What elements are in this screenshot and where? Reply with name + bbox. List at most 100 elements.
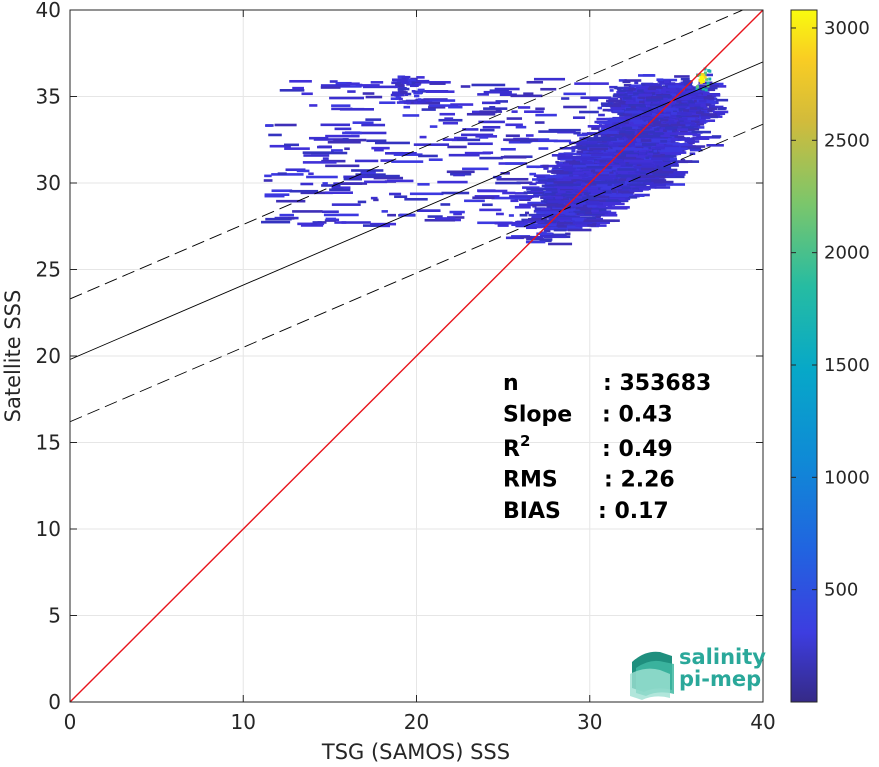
density-cell [495, 181, 521, 185]
density-cell [519, 203, 541, 207]
density-cell [613, 93, 628, 96]
density-cell [531, 203, 564, 207]
density-cell [588, 199, 606, 202]
density-cell [710, 114, 717, 117]
density-cell [355, 173, 386, 176]
density-cell [602, 213, 618, 217]
density-cell [547, 177, 560, 181]
density-cell [653, 180, 674, 184]
density-cell [573, 216, 596, 220]
density-cell [441, 191, 470, 195]
density-cell [635, 172, 641, 176]
density-cell [461, 133, 494, 137]
density-cell [618, 132, 630, 135]
density-cell [670, 123, 686, 127]
density-cell [440, 203, 451, 206]
density-cell [651, 95, 663, 99]
density-cell [472, 196, 495, 200]
density-cell [678, 82, 684, 86]
density-cell [651, 170, 674, 174]
density-cell [624, 110, 639, 114]
density-cell [653, 132, 664, 135]
density-cell [548, 242, 573, 246]
density-cell [543, 229, 551, 233]
density-cell [558, 183, 581, 187]
density-peak-cell [708, 77, 712, 81]
density-cell [434, 217, 456, 220]
density-cell [520, 235, 532, 239]
density-cell [618, 99, 632, 103]
density-cell [617, 171, 629, 174]
density-cell [632, 176, 638, 180]
density-cell [579, 168, 586, 171]
density-cell [645, 156, 650, 160]
density-cell [601, 104, 617, 107]
density-cell [424, 218, 456, 222]
density-cell [565, 154, 572, 157]
density-cell [414, 99, 419, 102]
density-cell [276, 199, 306, 203]
stat-label: RMS [503, 468, 558, 493]
density-cell [538, 179, 555, 183]
density-cell [613, 135, 623, 138]
density-cell [598, 113, 605, 117]
density-cell [634, 175, 656, 178]
density-cell [524, 110, 544, 114]
density-cell [519, 213, 528, 217]
density-cell [325, 217, 337, 221]
density-cell [576, 166, 613, 169]
y-tick-label: 20 [36, 344, 61, 368]
density-cell [580, 96, 612, 100]
density-peak-cell [696, 85, 700, 89]
density-cell [642, 182, 654, 186]
density-cell [374, 148, 384, 152]
density-cell [636, 155, 651, 158]
density-cell [686, 141, 695, 145]
logo-text-pi-mep: pi-mep [679, 667, 761, 691]
density-cell [609, 89, 614, 92]
density-cell [651, 107, 660, 111]
density-cell [417, 183, 430, 186]
density-cell [381, 210, 388, 213]
density-cell [640, 177, 660, 180]
density-cell [519, 198, 531, 201]
density-cell [700, 113, 717, 116]
density-cell [552, 167, 563, 171]
density-cell [679, 121, 695, 125]
density-cell [494, 221, 524, 225]
density-cell [398, 97, 403, 101]
density-cell [557, 221, 577, 225]
density-cell [608, 142, 627, 146]
density-cell [674, 75, 690, 78]
density-cell [524, 235, 544, 239]
density-cell [404, 197, 428, 201]
density-cell [654, 186, 671, 189]
density-cell [614, 126, 621, 130]
density-cell [608, 128, 625, 131]
regression-lines [70, 10, 763, 702]
density-cell [582, 137, 616, 140]
density-cell [634, 151, 646, 155]
density-cell [659, 88, 674, 92]
density-cell [569, 212, 576, 215]
density-cell [333, 138, 367, 142]
density-cell [325, 164, 360, 168]
density-cell [462, 128, 479, 131]
density-cell [680, 159, 686, 162]
density-cell [629, 183, 646, 186]
density-cell [629, 109, 641, 112]
density-cell [586, 173, 606, 176]
y-tick-label: 35 [36, 85, 61, 109]
density-cell [641, 164, 655, 167]
density-cell [687, 127, 700, 131]
density-cell [428, 105, 446, 109]
density-cell [642, 117, 649, 121]
density-cell [289, 189, 319, 193]
density-cell [394, 195, 408, 199]
density-cell [419, 135, 427, 139]
density-cell [534, 202, 555, 206]
density-cell [663, 159, 678, 163]
density-cell [608, 202, 625, 206]
density-cell [600, 131, 617, 134]
density-cell [391, 91, 401, 95]
